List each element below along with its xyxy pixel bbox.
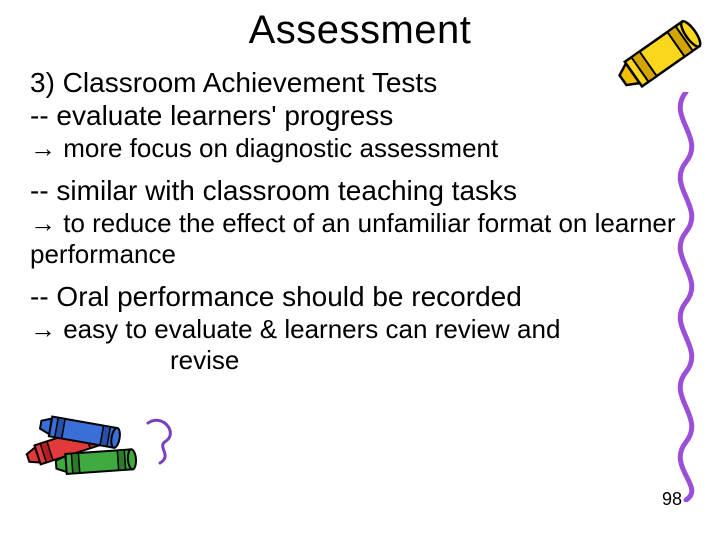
crayon-group-icon bbox=[18, 393, 183, 488]
bullet-3: -- Oral performance should be recorded bbox=[30, 280, 690, 314]
squiggle-icon bbox=[656, 92, 716, 502]
bullet-1: -- evaluate learners' progress bbox=[30, 99, 690, 133]
bullet-2-sub: → to reduce the effect of an unfamiliar … bbox=[30, 208, 690, 270]
bullet-1-sub: → more focus on diagnostic assessment bbox=[30, 133, 690, 164]
bullet-3-sub-line2: revise bbox=[30, 345, 239, 376]
bullet-3-sub: → easy to evaluate & learners can review… bbox=[30, 314, 690, 376]
bullet-3-sub-line1: → easy to evaluate & learners can review… bbox=[30, 314, 560, 344]
section-heading: 3) Classroom Achievement Tests bbox=[30, 67, 690, 99]
slide-title: Assessment bbox=[30, 8, 690, 53]
crayon-yellow-icon bbox=[606, 6, 716, 106]
slide: Assessment 3) Classroom Achievement Test… bbox=[0, 0, 720, 540]
bullet-2: -- similar with classroom teaching tasks bbox=[30, 174, 690, 208]
